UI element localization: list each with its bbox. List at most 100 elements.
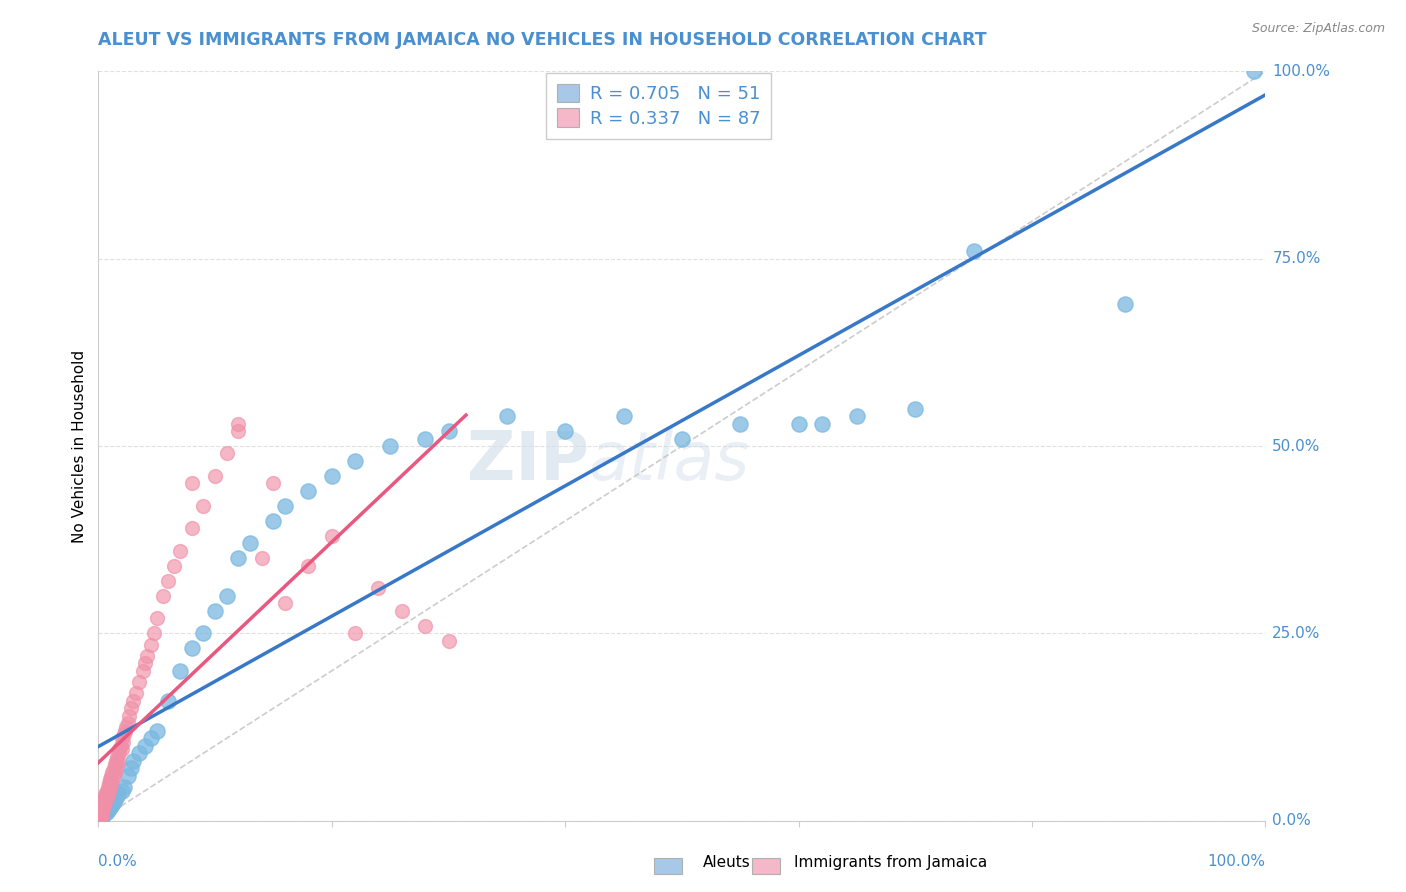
Point [96,805,118,819]
Point [90,810,112,824]
Point [89,811,111,825]
Point [297,483,319,498]
Point [93,806,115,821]
Point [163,558,186,573]
Point [228,551,250,566]
Point [250,551,273,566]
Point [380,439,402,453]
Point [115,720,138,734]
Point [228,424,250,438]
Point [94,788,117,802]
Point [132,664,155,678]
Point [120,701,142,715]
Point [97,780,120,794]
Point [104,764,127,779]
Point [91,798,114,813]
Point [97,783,120,797]
Point [112,727,135,741]
Point [274,596,297,610]
Point [101,772,124,787]
Text: atlas: atlas [589,428,749,494]
Point [98,776,121,790]
Point [101,797,124,812]
Point [215,589,238,603]
Point [134,739,156,753]
Point [122,754,145,768]
Point [1243,64,1265,78]
Point [91,802,114,816]
Point [108,746,131,760]
Point [93,795,115,809]
Point [90,808,112,822]
Point [94,791,117,805]
Point [139,638,162,652]
Point [496,409,519,423]
Point [554,424,576,438]
Point [103,769,125,783]
Point [103,795,125,809]
Point [962,244,984,259]
Point [105,757,128,772]
Text: Aleuts: Aleuts [703,855,751,870]
Point [146,723,169,738]
Point [120,761,142,775]
Legend: R = 0.705   N = 51, R = 0.337   N = 87: R = 0.705 N = 51, R = 0.337 N = 87 [546,73,770,138]
Point [97,776,120,790]
Text: Source: ZipAtlas.com: Source: ZipAtlas.com [1251,22,1385,36]
Point [93,798,115,813]
Point [125,686,148,700]
Point [180,476,202,491]
Text: 100.0%: 100.0% [1272,64,1330,78]
Point [157,694,180,708]
Point [367,582,389,596]
Point [89,812,111,826]
Point [110,739,132,753]
Point [811,417,834,431]
Text: Immigrants from Jamaica: Immigrants from Jamaica [794,855,987,870]
Point [146,611,169,625]
Point [90,807,112,822]
Point [107,754,129,768]
Point [89,810,111,824]
Point [93,791,115,805]
Point [1114,296,1136,310]
Point [96,791,118,805]
Point [90,805,112,819]
Point [143,626,166,640]
Point [104,791,127,805]
Point [413,432,436,446]
Point [104,761,127,775]
Point [90,806,112,821]
Text: 0.0%: 0.0% [98,855,138,870]
Point [91,795,114,809]
Point [169,664,191,678]
Point [613,409,636,423]
Point [274,499,297,513]
Point [180,521,202,535]
Point [97,802,120,816]
Point [90,802,112,816]
Point [97,802,120,816]
Point [413,619,436,633]
Text: 50.0%: 50.0% [1272,439,1320,453]
Point [128,675,150,690]
Point [112,780,135,794]
Text: 25.0%: 25.0% [1272,626,1320,640]
Point [94,795,117,809]
Point [118,708,141,723]
Point [108,742,131,756]
Point [904,401,927,416]
Point [152,589,174,603]
Text: 75.0%: 75.0% [1272,252,1320,266]
Point [193,626,215,640]
Point [262,514,284,528]
Point [97,783,120,797]
Point [104,757,127,772]
Point [180,641,202,656]
Point [90,800,112,814]
Point [344,454,367,468]
Point [344,626,367,640]
Point [107,788,129,802]
Point [134,657,156,671]
Point [111,783,134,797]
